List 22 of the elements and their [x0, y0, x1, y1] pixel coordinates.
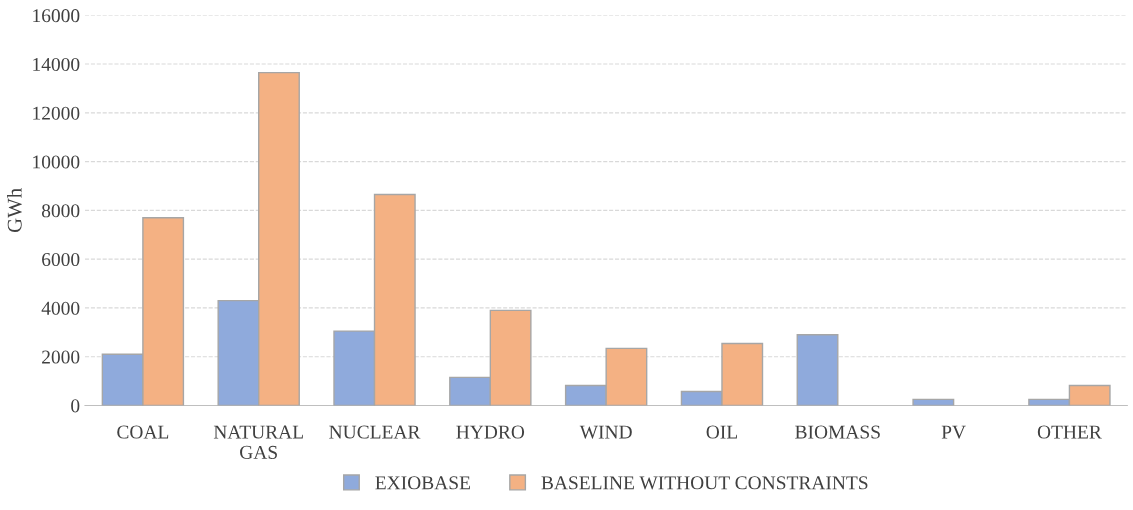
- x-tick-label: COAL: [117, 425, 169, 439]
- y-tick-label: 12000: [33, 106, 80, 120]
- x-tick-label: OIL: [706, 425, 737, 439]
- legend-label: BASELINE WITHOUT CONSTRAINTS: [541, 476, 868, 490]
- y-tick-label: 14000: [33, 57, 80, 72]
- y-tick-label: 10000: [33, 155, 80, 169]
- y-tick-label: 2000: [42, 350, 80, 364]
- y-tick-label: 16000: [33, 9, 80, 23]
- x-tick-label: WIND: [579, 425, 632, 439]
- legend-label: EXIOBASE: [375, 476, 470, 490]
- y-tick-label: 0: [71, 399, 80, 413]
- x-tick-label: NUCLEAR: [329, 425, 421, 439]
- x-tick-label: HYDRO: [456, 425, 525, 439]
- x-tick-label: NATURAL GAS: [213, 425, 303, 459]
- y-tick-label: 6000: [42, 252, 80, 267]
- y-tick-label: 8000: [41, 204, 80, 218]
- bar: [796, 334, 839, 406]
- x-tick-label: BIOMASS: [795, 425, 880, 439]
- x-tick-label: OTHER: [1037, 425, 1102, 439]
- y-axis-title: GWh: [7, 188, 22, 233]
- y-tick-label: 4000: [41, 301, 80, 315]
- x-tick-label: PV: [941, 425, 966, 439]
